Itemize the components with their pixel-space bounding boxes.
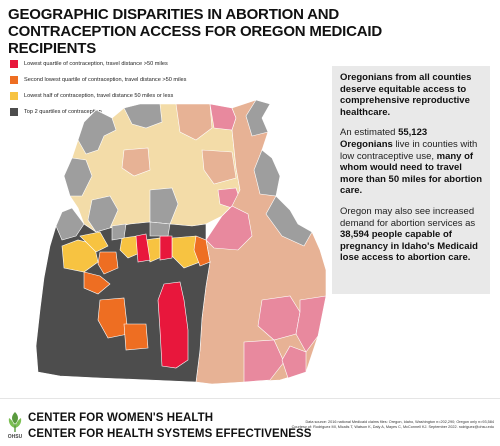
oregon-orange-county [123, 323, 149, 351]
oregon-gray-counties [55, 207, 85, 241]
source-note: Data source: 2016 national Medicaid clai… [272, 420, 494, 430]
legend-swatch-orange [10, 76, 18, 84]
legend-swatch-yellow [10, 92, 18, 100]
idaho-pink-counties [205, 205, 253, 251]
washington-tan-counties [201, 149, 237, 185]
panel-text: An estimated [340, 127, 399, 139]
washington-gray-counties [63, 157, 93, 197]
source-line-courtesy: Courtesy of: Rodriguez MI, Micalis T, Wa… [291, 425, 494, 429]
oregon-yellow-county [61, 239, 99, 273]
legend-swatch-dark [10, 108, 18, 116]
idaho-gray-counties [245, 99, 271, 137]
idaho-gray-counties [265, 195, 313, 247]
washington-gray-counties [149, 187, 179, 225]
oregon-orange-county [83, 271, 111, 295]
oregon-red-county [157, 281, 189, 369]
svg-text:OHSU: OHSU [8, 434, 23, 440]
idaho-pink-counties [243, 339, 285, 383]
washington-gray-counties [123, 103, 163, 129]
legend-item-top-quartiles: Top 2 quartiles of contraception [10, 104, 240, 120]
county-map [35, 99, 327, 385]
footer-divider [0, 398, 500, 399]
org-name-womens-health: CENTER FOR WOMEN'S HEALTH [28, 412, 214, 424]
washington-tan-counties [121, 147, 151, 177]
oregon-red-county [135, 233, 151, 263]
panel-text: Oregon may also see increased demand for… [340, 205, 476, 229]
legend-item-second-quartile: Second lowest quartile of contraception,… [10, 72, 240, 88]
legend-label: Top 2 quartiles of contraception [24, 109, 102, 115]
ohsu-logo-icon: OHSU [8, 412, 23, 440]
legend-label: Second lowest quartile of contraception,… [24, 77, 187, 83]
legend-label: Lowest quartile of contraception, travel… [24, 61, 168, 67]
legend: Lowest quartile of contraception, travel… [10, 56, 240, 120]
oregon-gray-counties [149, 221, 171, 237]
panel-paragraph-2: An estimated 55,123 Oregonians live in c… [340, 127, 482, 197]
info-panel: Oregonians from all counties deserve equ… [332, 66, 490, 294]
washington-gray-counties [77, 109, 117, 155]
washington-tan-counties [175, 103, 213, 141]
org-name-health-systems: CENTER FOR HEALTH SYSTEMS EFFECTIVENESS [28, 428, 312, 440]
legend-item-lowest-half: Lowest half of contraception, travel dis… [10, 88, 240, 104]
idaho-pink-counties [281, 345, 307, 379]
panel-paragraph-3: Oregon may also see increased demand for… [340, 206, 482, 264]
oregon-yellow-county [79, 231, 109, 253]
organization-names: CENTER FOR WOMEN'S HEALTH CENTER FOR HEA… [28, 410, 312, 442]
panel-text: live in counties with low contraceptive … [340, 138, 478, 162]
oregon-orange-county [97, 297, 129, 339]
page-title: GEOGRAPHIC DISPARITIES IN ABORTION AND C… [8, 6, 382, 57]
panel-paragraph-1: Oregonians from all counties deserve equ… [340, 72, 482, 118]
panel-stat-oregonians: 55,123 Oregonians [340, 127, 428, 150]
legend-item-lowest-quartile: Lowest quartile of contraception, travel… [10, 56, 240, 72]
legend-label: Lowest half of contraception, travel dis… [24, 93, 174, 99]
source-line-data: Data source: 2016 national Medicaid clai… [305, 420, 494, 424]
oregon-orange-county [97, 251, 119, 275]
panel-stat-idaho: 38,594 people capable of pregnancy in Id… [340, 229, 478, 264]
oregon-red-county [159, 235, 173, 261]
legend-swatch-red [10, 60, 18, 68]
oregon-gray-counties [111, 223, 127, 241]
panel-bold-text: many of whom would need to travel more t… [340, 150, 482, 197]
panel-headline: Oregonians from all counties deserve equ… [340, 72, 472, 118]
oregon-orange-county [193, 235, 211, 267]
